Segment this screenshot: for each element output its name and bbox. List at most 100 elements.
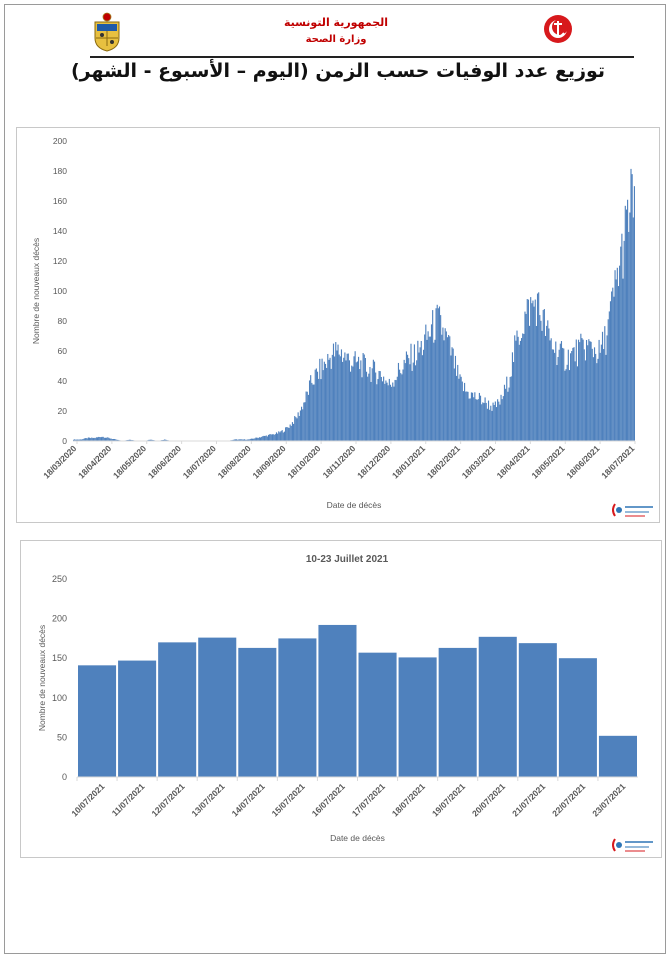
daily-death-bar <box>242 439 244 441</box>
daily-death-bar <box>579 342 581 441</box>
daily-death-bar <box>412 362 414 441</box>
daily-death-bar <box>524 311 526 441</box>
daily-death-bar <box>353 356 355 441</box>
daily-death-bar <box>198 637 237 777</box>
daily-death-bar <box>308 380 311 441</box>
daily-death-bar <box>377 379 379 441</box>
daily-death-bar <box>531 303 533 441</box>
daily-death-bar <box>259 437 262 441</box>
daily-death-bar <box>258 437 260 441</box>
daily-death-bar <box>165 439 167 441</box>
x-tick-label: 19/07/2021 <box>430 781 467 818</box>
daily-death-bar <box>570 353 572 441</box>
daily-death-bar <box>291 422 294 441</box>
daily-death-bar <box>272 434 274 441</box>
daily-death-bar <box>401 374 403 441</box>
daily-death-bar <box>489 409 491 441</box>
daily-death-bar <box>237 439 239 441</box>
daily-death-bar <box>362 353 364 441</box>
daily-death-bar <box>556 365 558 441</box>
daily-death-bar <box>233 439 235 441</box>
daily-death-bar <box>429 336 431 441</box>
daily-death-bar <box>351 365 353 441</box>
daily-death-bar <box>560 341 563 441</box>
daily-death-bar <box>83 438 85 441</box>
daily-death-bar <box>255 437 257 441</box>
daily-death-bar <box>313 384 315 441</box>
daily-death-bar <box>479 395 482 441</box>
x-tick-label: 18/05/2021 <box>530 443 567 480</box>
daily-death-bar <box>509 377 511 441</box>
daily-death-bar <box>513 362 515 441</box>
daily-death-bar <box>427 331 429 441</box>
daily-death-bar <box>332 343 335 441</box>
daily-death-bar <box>285 427 287 441</box>
daily-death-bar <box>549 340 551 441</box>
daily-death-bar <box>238 647 277 777</box>
daily-death-bar <box>420 340 422 441</box>
x-tick-label: 18/03/2020 <box>41 443 78 480</box>
daily-death-bar <box>364 358 366 441</box>
daily-death-bar <box>424 334 426 441</box>
daily-death-bar <box>385 380 387 441</box>
daily-death-bar <box>450 355 452 441</box>
daily-death-bar <box>278 638 317 777</box>
daily-death-bar <box>323 361 325 441</box>
daily-death-bar <box>587 345 589 441</box>
daily-death-bar <box>352 366 354 441</box>
daily-death-bar <box>585 340 588 441</box>
daily-death-bar <box>111 439 113 441</box>
daily-death-bar <box>117 439 119 441</box>
daily-death-bar <box>102 436 104 441</box>
daily-death-bar <box>329 357 331 441</box>
daily-death-bar <box>257 438 259 441</box>
daily-death-bar <box>234 439 237 441</box>
daily-death-bar <box>96 437 99 441</box>
daily-death-bar <box>95 437 97 441</box>
daily-death-bar <box>376 384 378 441</box>
daily-death-bar <box>592 357 594 441</box>
daily-death-bar <box>481 404 483 441</box>
x-tick-label: 18/11/2020 <box>321 443 358 480</box>
daily-death-bar <box>564 370 566 441</box>
daily-death-bar <box>623 240 625 441</box>
daily-death-bar <box>78 665 117 777</box>
daily-death-bar <box>538 292 540 441</box>
daily-death-bar <box>622 278 624 441</box>
daily-death-bar <box>107 437 109 441</box>
daily-death-bar <box>478 392 480 441</box>
daily-death-bar <box>462 391 465 441</box>
daily-death-bar <box>280 431 282 441</box>
daily-death-bar <box>378 370 380 441</box>
daily-death-bar <box>568 370 571 441</box>
daily-death-bar <box>530 297 532 441</box>
daily-death-bar <box>457 364 459 441</box>
daily-death-bar <box>239 439 241 441</box>
daily-death-bar <box>346 353 348 441</box>
daily-death-bar <box>411 370 413 441</box>
daily-death-bar <box>281 430 283 441</box>
daily-death-bar <box>265 435 267 441</box>
daily-death-bar <box>262 436 264 441</box>
daily-death-bar <box>344 352 346 441</box>
daily-death-bar <box>373 361 376 441</box>
y-tick-label: 50 <box>57 732 67 742</box>
daily-death-bar <box>566 364 568 441</box>
daily-death-bar <box>413 344 415 441</box>
daily-death-bar <box>73 439 75 441</box>
daily-death-bar <box>478 636 517 777</box>
daily-death-bar <box>245 439 247 441</box>
x-tick-label: 18/07/2021 <box>390 781 427 818</box>
daily-death-bar <box>454 355 457 441</box>
daily-death-bar <box>523 333 525 441</box>
daily-death-bar <box>326 367 328 441</box>
daily-death-bar <box>460 376 462 441</box>
daily-death-bar <box>608 311 610 441</box>
daily-death-bar <box>394 379 396 441</box>
daily-death-bar <box>334 356 336 441</box>
daily-death-bar <box>567 349 569 441</box>
daily-death-bar <box>422 349 425 441</box>
daily-death-bar <box>288 428 290 441</box>
page-border <box>4 4 666 954</box>
daily-death-bar <box>518 344 520 441</box>
